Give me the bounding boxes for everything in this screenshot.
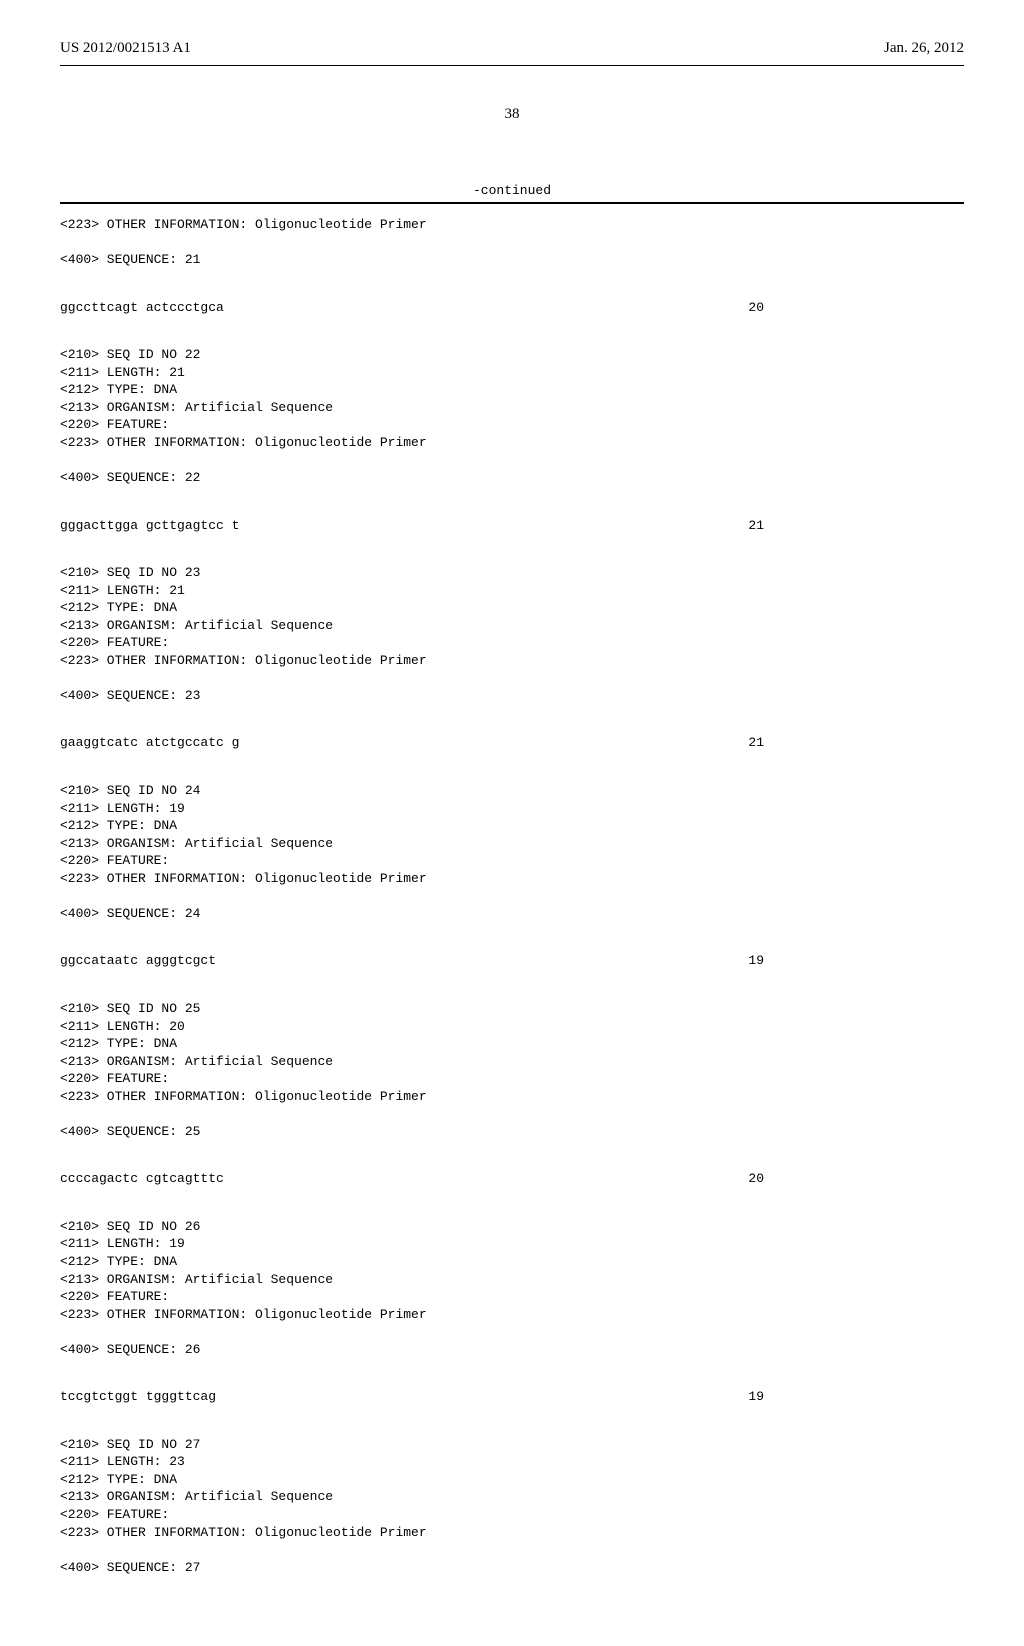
publication-date: Jan. 26, 2012	[884, 40, 964, 57]
seq-entry: <210> SEQ ID NO 24 <211> LENGTH: 19 <212…	[60, 782, 964, 922]
seq-text: gggacttgga gcttgagtcc t	[60, 517, 239, 535]
seq-entry: <223> OTHER INFORMATION: Oligonucleotide…	[60, 216, 964, 269]
seq-entry: <210> SEQ ID NO 22 <211> LENGTH: 21 <212…	[60, 346, 964, 486]
seq-line: ggccataatc agggtcgct 19	[60, 952, 964, 970]
publication-number: US 2012/0021513 A1	[60, 40, 191, 57]
seq-text: gaaggtcatc atctgccatc g	[60, 734, 239, 752]
seq-line: ccccagactc cgtcagtttc 20	[60, 1170, 964, 1188]
seq-line: ggccttcagt actccctgca 20	[60, 299, 964, 317]
sequence-listing: <223> OTHER INFORMATION: Oligonucleotide…	[60, 216, 964, 1576]
seq-entry: <210> SEQ ID NO 25 <211> LENGTH: 20 <212…	[60, 1000, 964, 1140]
seq-entry: <210> SEQ ID NO 27 <211> LENGTH: 23 <212…	[60, 1436, 964, 1576]
page-container: US 2012/0021513 A1 Jan. 26, 2012 38 -con…	[0, 0, 1024, 1646]
seq-line: gaaggtcatc atctgccatc g 21	[60, 734, 964, 752]
seq-length: 20	[748, 299, 964, 317]
seq-text: ggccataatc agggtcgct	[60, 952, 216, 970]
seq-text: tccgtctggt tgggttcag	[60, 1388, 216, 1406]
seq-length: 19	[748, 1388, 964, 1406]
seq-text: ggccttcagt actccctgca	[60, 299, 224, 317]
top-rule	[60, 202, 964, 204]
seq-line: tccgtctggt tgggttcag 19	[60, 1388, 964, 1406]
seq-entry: <210> SEQ ID NO 26 <211> LENGTH: 19 <212…	[60, 1218, 964, 1358]
seq-length: 21	[748, 734, 964, 752]
seq-line: gggacttgga gcttgagtcc t 21	[60, 517, 964, 535]
seq-length: 21	[748, 517, 964, 535]
seq-entry: <210> SEQ ID NO 23 <211> LENGTH: 21 <212…	[60, 564, 964, 704]
seq-length: 20	[748, 1170, 964, 1188]
header-rule	[60, 65, 964, 66]
seq-text: ccccagactc cgtcagtttc	[60, 1170, 224, 1188]
page-header: US 2012/0021513 A1 Jan. 26, 2012	[60, 40, 964, 57]
page-number: 38	[60, 106, 964, 123]
seq-length: 19	[748, 952, 964, 970]
continued-label: -continued	[60, 183, 964, 198]
